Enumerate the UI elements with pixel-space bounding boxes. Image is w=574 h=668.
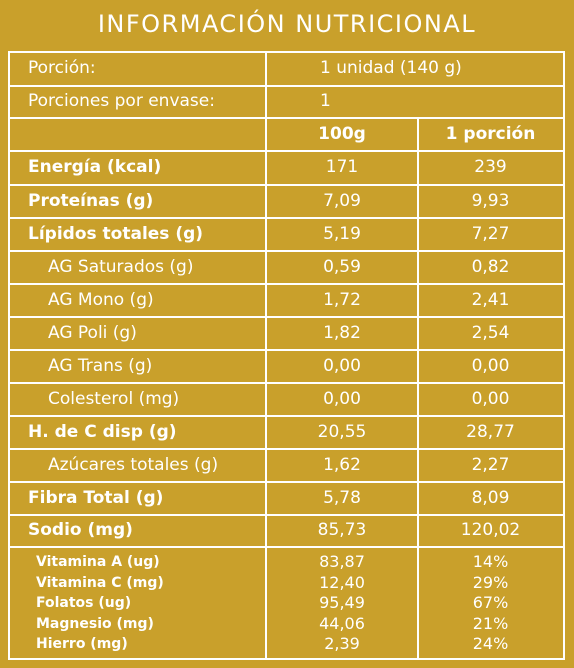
nutrient-label: Lípidos totales (g)	[28, 223, 204, 244]
nutrient-value-portion: 0,00	[471, 355, 510, 376]
page-title: INFORMACIÓN NUTRICIONAL	[97, 10, 477, 38]
row-divider	[10, 415, 563, 417]
vitamin-value-100g: 95,49	[319, 593, 365, 612]
nutrient-value-portion: 7,27	[471, 223, 510, 244]
nutrient-value-100g: 0,00	[323, 355, 361, 376]
nutrient-value-portion: 0,82	[471, 256, 510, 277]
vitamin-value-100g: 2,39	[324, 634, 360, 653]
nutrient-value-portion: 120,02	[460, 520, 521, 540]
servings-label: Porciones por envase:	[28, 91, 215, 111]
nutrient-label: Energía (kcal)	[28, 157, 162, 177]
nutrient-label: AG Trans (g)	[48, 355, 153, 376]
row-divider	[10, 316, 563, 318]
row-divider	[10, 85, 563, 87]
row-divider	[10, 184, 563, 186]
nutrient-label: Azúcares totales (g)	[48, 454, 219, 475]
nutrition-table	[8, 51, 565, 660]
vitamin-value-100g: 44,06	[319, 613, 365, 633]
nutrient-value-100g: 85,73	[317, 520, 367, 540]
nutrient-value-100g: 5,19	[323, 223, 361, 244]
nutrient-value-100g: 1,62	[323, 454, 361, 475]
nutrient-value-100g: 0,59	[323, 256, 361, 277]
row-divider	[10, 283, 563, 285]
nutrient-value-portion: 2,27	[471, 454, 510, 475]
row-divider	[10, 448, 563, 450]
nutrient-value-portion: 239	[474, 157, 507, 177]
nutrient-label: Colesterol (mg)	[48, 388, 180, 409]
row-divider	[10, 217, 563, 219]
vitamin-value-100g: 12,40	[319, 572, 365, 592]
nutrient-label: Fibra Total (g)	[28, 487, 164, 508]
row-divider	[10, 382, 563, 384]
nutrient-value-portion: 8,09	[471, 487, 510, 508]
nutrient-value-portion: 28,77	[466, 421, 515, 442]
nutrient-value-portion: 9,93	[471, 190, 510, 211]
nutrient-value-100g: 7,09	[323, 190, 361, 211]
column-divider	[265, 51, 267, 660]
row-divider	[10, 150, 563, 152]
vitamin-value-portion: 29%	[472, 572, 509, 592]
vitamin-label: Folatos (ug)	[36, 595, 132, 611]
nutrient-value-portion: 2,54	[471, 322, 510, 343]
servings-value: 1	[320, 91, 331, 111]
nutrient-label: AG Poli (g)	[48, 322, 137, 343]
row-divider	[10, 514, 563, 516]
vitamin-value-portion: 14%	[472, 552, 509, 571]
row-divider	[10, 250, 563, 252]
vitamin-value-portion: 67%	[472, 593, 509, 612]
row-divider	[10, 349, 563, 351]
vitamin-label: Vitamina C (mg)	[36, 574, 164, 591]
row-divider	[10, 481, 563, 483]
vitamin-value-portion: 21%	[472, 613, 509, 633]
portion-label: Porción:	[28, 58, 96, 78]
row-divider	[10, 117, 563, 119]
nutrient-value-100g: 1,82	[323, 322, 361, 343]
nutrient-label: AG Mono (g)	[48, 289, 154, 310]
header-100g: 100g	[318, 123, 366, 144]
nutrient-value-portion: 2,41	[471, 289, 510, 310]
vitamin-label: Vitamina A (ug)	[36, 554, 160, 570]
nutrient-value-100g: 171	[325, 157, 359, 177]
nutrient-label: H. de C disp (g)	[28, 421, 177, 442]
nutrient-value-100g: 1,72	[323, 289, 361, 310]
nutrient-value-portion: 0,00	[471, 388, 510, 409]
row-divider	[10, 546, 563, 548]
column-divider	[417, 117, 419, 660]
header-portion: 1 porción	[445, 123, 536, 144]
nutrient-label: Sodio (mg)	[28, 520, 133, 540]
vitamin-label: Hierro (mg)	[36, 636, 128, 652]
portion-value: 1 unidad (140 g)	[320, 58, 462, 78]
vitamin-value-100g: 83,87	[319, 552, 365, 571]
vitamin-label: Magnesio (mg)	[36, 615, 154, 632]
nutrient-value-100g: 0,00	[323, 388, 361, 409]
nutrient-label: Proteínas (g)	[28, 190, 154, 211]
nutrient-value-100g: 5,78	[323, 487, 361, 508]
vitamin-value-portion: 24%	[472, 634, 509, 653]
nutrient-label: AG Saturados (g)	[48, 256, 194, 277]
nutrient-value-100g: 20,55	[317, 421, 367, 442]
